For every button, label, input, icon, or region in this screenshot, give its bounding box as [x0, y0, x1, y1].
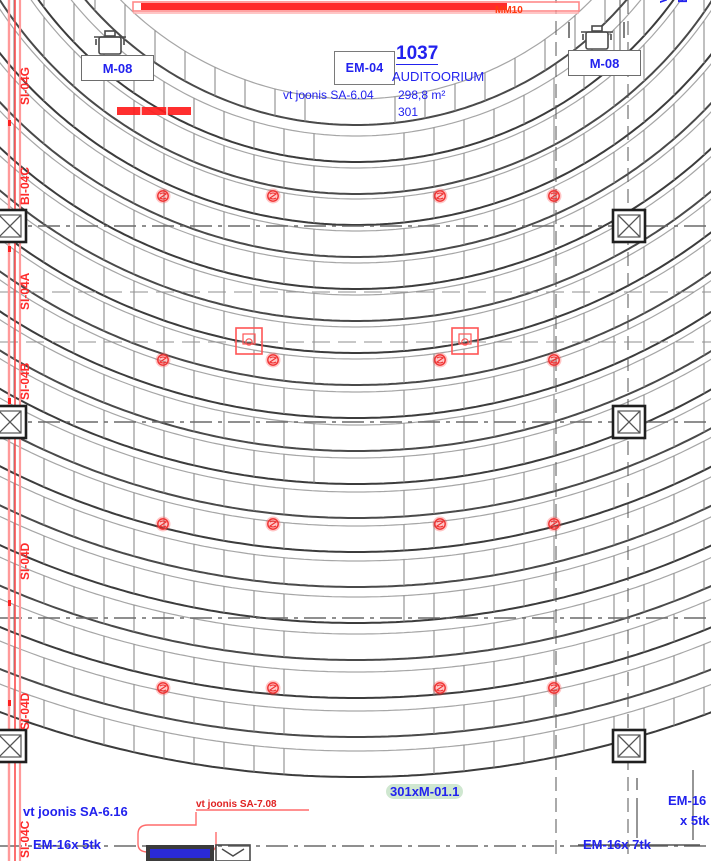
- seat-row: [0, 319, 711, 452]
- column-symbol-icon: [611, 728, 647, 764]
- seat-row: [0, 61, 711, 258]
- seat-marker-icon: [546, 352, 562, 368]
- seat-marker-group: [155, 188, 562, 696]
- pot-fixture-icon-left: [94, 30, 126, 55]
- equipment-box-m08-left-label: M-08: [102, 60, 133, 76]
- column-symbol-icon: [0, 404, 28, 440]
- pot-fixture-icon-right: [581, 25, 613, 50]
- reference-sa-6-0: vt joonis SA-6.0: [655, 0, 670, 3]
- seat-marker-icon: [155, 352, 171, 368]
- seat-marker-icon: [432, 352, 448, 368]
- seat-marker-icon: [432, 188, 448, 204]
- axis-label-si-04a: SI-04A: [18, 272, 32, 310]
- seat-marker-icon: [265, 352, 281, 368]
- column-symbol-icon: [611, 404, 647, 440]
- seat-row: [0, 238, 711, 386]
- seat-row: [0, 598, 711, 699]
- seat-marker-icon: [432, 516, 448, 532]
- axis-label-si-04d-upper: SI-04D: [18, 542, 32, 580]
- seat-marker-icon: [546, 516, 562, 532]
- seat-marker-icon: [265, 680, 281, 696]
- seat-marker-icon: [432, 680, 448, 696]
- door-tag-label: 301xM-01.1: [386, 784, 464, 799]
- top-wall-band: [132, 1, 580, 14]
- seat-row: [0, 197, 711, 354]
- seat-marker-icon: [155, 680, 171, 696]
- axis-label-si-04b: SI-04B: [18, 362, 32, 400]
- seat-marker-icon: [546, 188, 562, 204]
- column-symbol-icon: [611, 208, 647, 244]
- room-code: 301: [398, 105, 419, 119]
- label-em16-right-line1: EM-16: [668, 793, 707, 808]
- equipment-box-m08-left[interactable]: M-08: [81, 55, 154, 81]
- seating-rows: [0, 0, 711, 778]
- seat-row: [0, 556, 711, 661]
- label-mm10: MM10: [495, 5, 523, 16]
- seat-marker-icon: [155, 188, 171, 204]
- room-number: 1037: [396, 43, 439, 65]
- reference-em09-st10: EM-09, ST-10: [675, 0, 690, 3]
- reference-sa-7-08: vt joonis SA-7.08: [196, 799, 277, 810]
- column-symbol-group: [0, 208, 647, 764]
- seat-marker-icon: [265, 188, 281, 204]
- seat-row: [0, 0, 711, 195]
- label-em16-left: EM-16x 5tk: [33, 837, 101, 852]
- seat-row: [0, 640, 711, 738]
- label-em16-right-line2: x 5tk: [680, 813, 710, 828]
- axis-label-si-04g: SI-04G: [18, 66, 32, 105]
- room-area: 298,8 m²: [398, 88, 446, 102]
- seat-marker-icon: [265, 516, 281, 532]
- room-reference: vt joonis SA-6.04: [283, 88, 374, 102]
- equipment-box-m08-right[interactable]: M-08: [568, 50, 641, 76]
- axis-label-bi-04c: BI-04C: [18, 166, 32, 205]
- seat-marker-icon: [155, 516, 171, 532]
- highlighted-seats: [117, 107, 191, 115]
- equipment-box-m08-right-label: M-08: [589, 55, 620, 71]
- column-symbol-icon: [0, 208, 28, 244]
- seat-row: [0, 436, 711, 553]
- seat-row: [0, 8, 711, 226]
- axis-label-si-04c: SI-04C: [18, 820, 32, 858]
- seat-row: [0, 155, 711, 322]
- axis-lines: [0, 225, 711, 847]
- bottom-fixture: [146, 844, 251, 861]
- axis-label-si-04d-lower: SI-04D: [18, 692, 32, 730]
- seat-row: [0, 279, 711, 419]
- seat-marker-icon: [546, 680, 562, 696]
- door-tag: 301xM-01.1: [386, 784, 464, 799]
- seat-row: [0, 358, 711, 485]
- reference-sa-6-16: vt joonis SA-6.16: [23, 804, 128, 819]
- equipment-box-em04-label: EM-04: [345, 61, 384, 75]
- bottom-right-marks: [578, 770, 700, 846]
- column-symbol-icon: [0, 728, 28, 764]
- room-name: AUDITOORIUM: [392, 69, 485, 84]
- outlet-symbols: [235, 327, 479, 355]
- equipment-box-em04[interactable]: EM-04: [334, 51, 395, 85]
- seat-row: [0, 475, 711, 588]
- seat-row: [0, 683, 711, 778]
- label-em16-bottom: EM-16x 7tk: [583, 837, 651, 852]
